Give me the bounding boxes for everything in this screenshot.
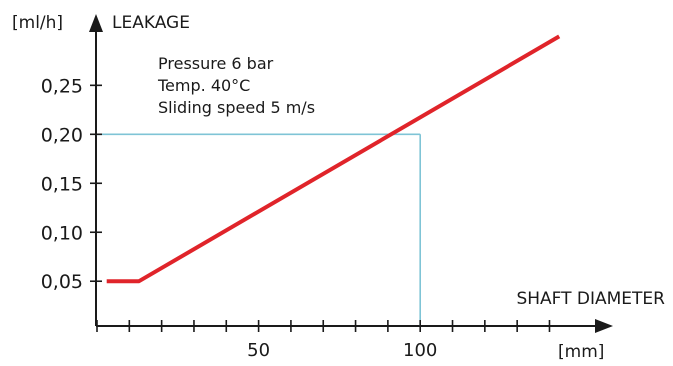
y-axis-arrow xyxy=(89,14,103,32)
leakage-series-line xyxy=(106,34,561,284)
tick-layer: 50 100 0,05 0,10 0,15 0,20 0,25 xyxy=(41,75,551,361)
x-axis-arrow xyxy=(595,319,613,333)
x-tick-label: 100 xyxy=(403,340,437,361)
x-axis-title: SHAFT DIAMETER xyxy=(516,289,665,309)
annotation-temperature: Temp. 40°C xyxy=(157,76,250,95)
x-tick-label: 50 xyxy=(247,340,270,361)
y-axis-unit: [ml/h] xyxy=(12,13,63,33)
y-tick-label: 0,20 xyxy=(41,124,83,146)
x-axis-unit: [mm] xyxy=(558,342,604,362)
y-axis-title: LEAKAGE xyxy=(112,13,190,33)
annotation-sliding-speed: Sliding speed 5 m/s xyxy=(158,98,315,117)
reference-lines xyxy=(96,133,422,326)
y-tick-label: 0,15 xyxy=(41,173,83,195)
y-tick-label: 0,25 xyxy=(41,75,83,97)
y-tick-label: 0,05 xyxy=(41,271,83,293)
y-tick-label: 0,10 xyxy=(41,222,83,244)
annotation-pressure: Pressure 6 bar xyxy=(158,54,274,73)
series-layer xyxy=(106,34,561,284)
axes xyxy=(89,14,613,333)
